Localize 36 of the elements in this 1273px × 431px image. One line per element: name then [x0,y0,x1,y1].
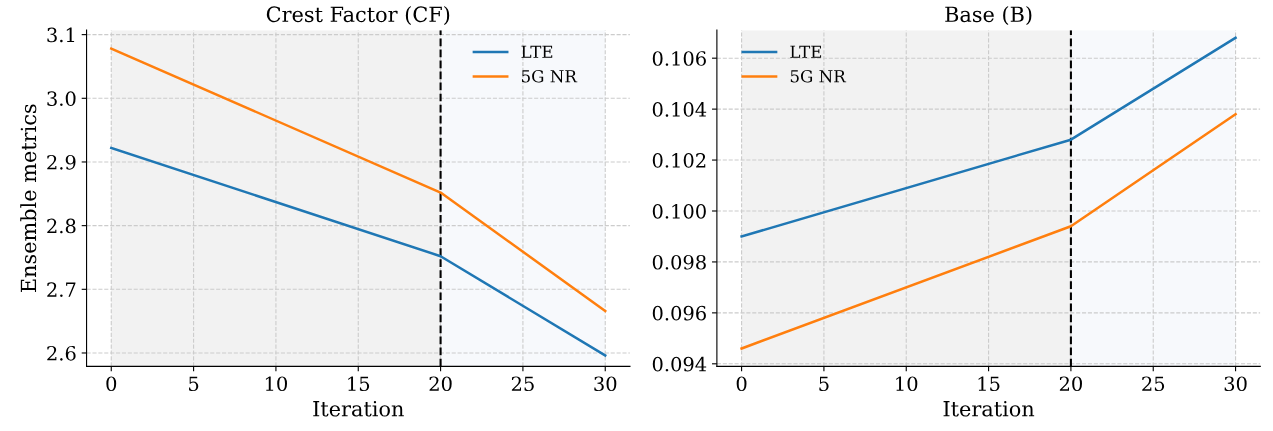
x-tick-label: 0 [736,376,747,392]
x-tick-label: 20 [429,376,452,392]
x-axis-title: Iteration [943,400,1035,417]
y-tick-label: 0.104 [652,102,707,117]
y-tick-label: 0.094 [652,356,707,372]
x-tick-label: 10 [896,376,918,392]
y-tick-label: 0.106 [652,51,706,66]
y-tick-label: 3.0 [47,91,76,106]
chart-title: Crest Factor (CF) [266,6,450,26]
x-axis-title: Iteration [313,400,404,417]
x-tick-label: 25 [1142,376,1165,392]
x-tick-label: 30 [1224,376,1247,392]
x-tick-label: 25 [511,376,534,392]
legend-label: LTE [521,45,553,58]
legend-label: 5G NR [790,69,847,83]
x-tick-label: 0 [106,376,117,392]
y-tick-label: 0.098 [652,254,706,270]
y-tick-label: 2.6 [47,345,76,361]
y-tick-label: 2.7 [47,282,76,297]
x-tick-label: 5 [819,376,829,392]
y-tick-label: 0.096 [652,305,706,321]
y-tick-label: 2.9 [47,154,76,170]
y-tick-label: 2.8 [47,218,76,234]
chart-title: Base (B) [945,6,1032,26]
x-tick-label: 15 [348,376,370,392]
y-tick-label: 3.1 [47,27,75,43]
legend-label: 5G NR [521,69,578,83]
legend-label: LTE [790,45,822,58]
y-tick-label: 0.102 [652,153,706,168]
x-tick-label: 10 [265,376,287,392]
x-tick-label: 5 [189,376,199,392]
x-tick-label: 15 [978,376,1000,392]
y-tick-label: 0.100 [652,203,706,219]
y-axis-title: Ensemble metrics [20,104,37,293]
x-tick-label: 30 [594,376,617,392]
x-tick-label: 20 [1059,376,1082,392]
